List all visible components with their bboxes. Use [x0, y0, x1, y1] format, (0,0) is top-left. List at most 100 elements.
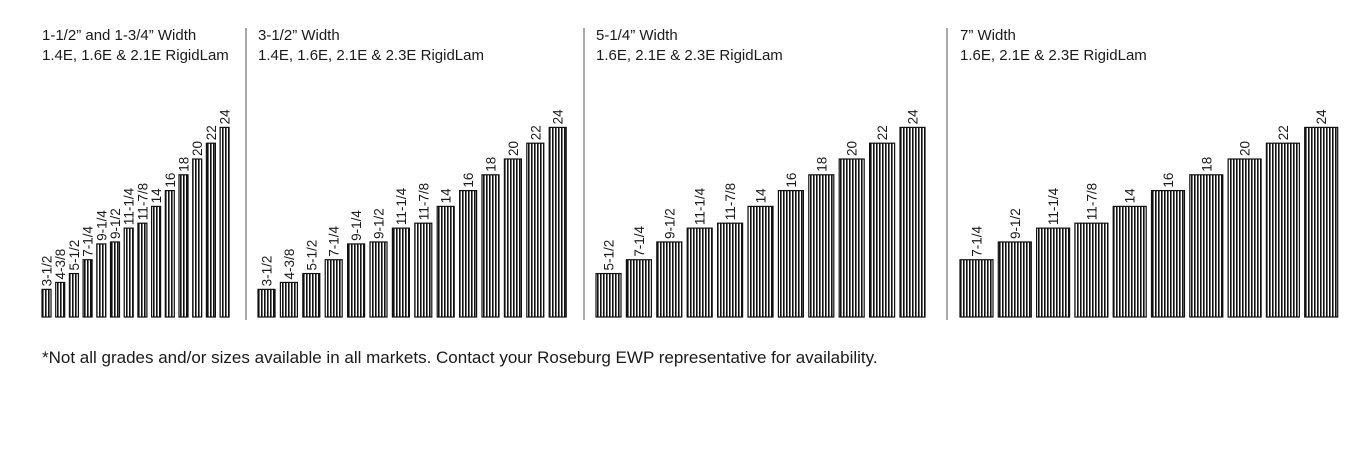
depth-label: 20 — [190, 141, 205, 156]
panel-title: 1-1/2” and 1-3/4” Width — [42, 27, 196, 44]
depth-bar — [137, 222, 148, 318]
depth-bar — [257, 288, 276, 318]
depth-label: 11-7/8 — [416, 183, 431, 220]
depth-bar — [716, 222, 744, 318]
depth-bar — [595, 272, 622, 318]
depth-bar — [481, 174, 500, 318]
depth-bar — [503, 158, 522, 318]
panel-3: 5-1/4” Width 1.6E, 2.1E & 2.3E RigidLam 5-… — [583, 27, 926, 320]
depth-bar — [324, 259, 343, 318]
depth-label: 4-3/8 — [53, 249, 68, 280]
depth-bar — [391, 227, 410, 318]
depth-label: 7-1/4 — [81, 225, 96, 256]
availability-footnote: *Not all grades and/or sizes available i… — [42, 348, 878, 367]
panel-4: 7” Width 1.6E, 2.1E & 2.3E RigidLam 7-1/4 9… — [946, 27, 1339, 320]
depth-bar — [68, 272, 80, 318]
depth-label: 11-7/8 — [723, 183, 738, 220]
depth-label: 22 — [875, 125, 890, 140]
depth-bar — [868, 142, 896, 318]
depth-label: 20 — [1238, 141, 1253, 156]
depth-label: 18 — [1199, 157, 1214, 172]
depth-bar — [123, 227, 134, 318]
depth-bar — [777, 190, 805, 318]
depth-bar — [369, 241, 388, 318]
depth-label: 24 — [1314, 109, 1329, 125]
depth-bar — [151, 205, 162, 318]
depth-label: 24 — [906, 109, 921, 125]
depth-label: 22 — [528, 125, 543, 140]
depth-bar — [436, 205, 455, 318]
depth-label: 4-3/8 — [282, 249, 297, 280]
depth-bar — [109, 241, 121, 318]
depth-bar — [96, 243, 107, 318]
depth-bar — [347, 243, 366, 318]
depth-label: 24 — [551, 109, 566, 125]
depth-bar — [656, 241, 683, 318]
depth-label: 3-1/2 — [260, 256, 275, 287]
depth-label: 16 — [461, 173, 476, 188]
depth-bar — [997, 241, 1032, 318]
depth-label: 11-1/4 — [394, 187, 409, 225]
depth-label: 16 — [1161, 173, 1176, 188]
depth-bar — [625, 259, 653, 318]
depth-label: 22 — [1276, 125, 1291, 140]
depth-bar — [1304, 126, 1339, 318]
depth-label: 11-1/4 — [693, 187, 708, 225]
panel-title: 5-1/4” Width — [596, 27, 678, 44]
depth-bar — [1265, 142, 1301, 318]
depth-label: 24 — [218, 109, 233, 125]
depth-bar — [279, 281, 298, 318]
depth-label: 9-1/2 — [372, 208, 387, 239]
depth-bar — [1189, 174, 1224, 318]
depth-label: 7-1/4 — [327, 225, 342, 256]
depth-bar — [414, 222, 433, 318]
depth-bar — [164, 190, 175, 318]
depth-bar — [41, 288, 52, 318]
depth-bar — [1035, 227, 1071, 318]
depth-label: 9-1/4 — [349, 210, 364, 241]
panel-subtitle: 1.6E, 2.1E & 2.3E RigidLam — [596, 47, 783, 64]
depth-label: 20 — [506, 141, 521, 156]
depth-bar — [178, 174, 189, 318]
panel-1: 1-1/2” and 1-3/4” Width 1.4E, 1.6E & 2.1E… — [40, 27, 233, 318]
depth-label: 9-1/2 — [1008, 208, 1023, 239]
depth-bar — [459, 190, 478, 318]
depth-bar — [808, 174, 835, 318]
depth-label: 22 — [204, 125, 219, 140]
panel-subtitle: 1.4E, 1.6E & 2.1E RigidLam — [42, 47, 229, 64]
depth-bar — [82, 259, 93, 318]
depth-label: 11-7/8 — [135, 183, 150, 220]
depth-bar — [747, 205, 774, 318]
depth-label: 16 — [784, 173, 799, 188]
panel-subtitle: 1.4E, 1.6E, 2.1E & 2.3E RigidLam — [258, 47, 484, 64]
depth-label: 9-1/2 — [662, 208, 677, 239]
depth-label: 7-1/4 — [632, 225, 647, 256]
depth-label: 7-1/4 — [970, 225, 985, 256]
depth-label: 9-1/4 — [94, 210, 109, 241]
depth-label: 18 — [177, 157, 192, 172]
depth-label: 5-1/2 — [67, 240, 82, 271]
depth-label: 5-1/2 — [304, 240, 319, 271]
depth-label: 14 — [754, 188, 769, 204]
depth-bar — [548, 126, 567, 318]
panel-subtitle: 1.6E, 2.1E & 2.3E RigidLam — [960, 47, 1147, 64]
depth-bar — [192, 158, 203, 318]
panel-title: 7” Width — [960, 27, 1016, 44]
depth-label: 5-1/2 — [602, 240, 617, 271]
depth-bar — [838, 158, 865, 318]
depth-label: 14 — [149, 188, 164, 204]
depth-bar — [959, 259, 994, 318]
depth-bar — [686, 227, 713, 318]
depth-bar — [1150, 190, 1186, 318]
depth-label: 11-1/4 — [1046, 187, 1061, 225]
depth-bar — [899, 126, 926, 318]
depth-bar — [302, 272, 321, 318]
depth-bar — [1227, 158, 1262, 318]
depth-label: 14 — [1123, 188, 1138, 204]
depth-label: 18 — [814, 157, 829, 172]
depth-bar — [1074, 222, 1109, 318]
depth-label: 11-1/4 — [122, 187, 137, 225]
depth-bar — [1112, 205, 1147, 318]
depth-label: 11-7/8 — [1084, 183, 1099, 220]
